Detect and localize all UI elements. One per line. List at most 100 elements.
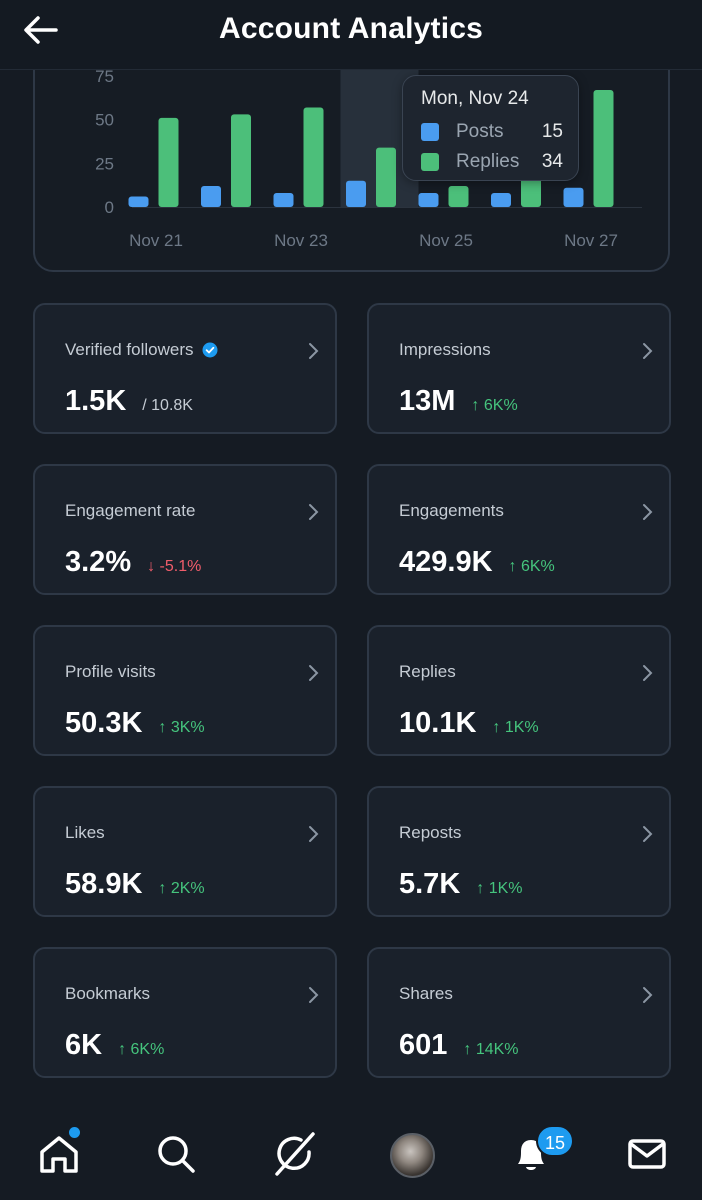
chevron-right-icon bbox=[643, 826, 653, 842]
bottom-nav: 15 bbox=[0, 1100, 702, 1200]
metric-value-row: 1.5K / 10.8K bbox=[65, 385, 193, 418]
x-tick-label: Nov 23 bbox=[274, 231, 328, 250]
notification-count-badge: 15 bbox=[536, 1125, 574, 1157]
tooltip-row-replies: Replies 34 bbox=[421, 150, 563, 174]
bar-replies-nov-27 bbox=[593, 89, 614, 207]
activity-chart[interactable]: 0 25 50 75 Nov 21 Nov 23 Nov 25 Nov 27 bbox=[33, 40, 670, 272]
metric-change: ↑ 3K% bbox=[158, 719, 205, 736]
metric-value-row: 429.9K ↑ 6K% bbox=[399, 546, 555, 579]
y-tick-label: 75 bbox=[95, 67, 114, 86]
avatar[interactable] bbox=[390, 1133, 435, 1178]
metric-label: Profile visits bbox=[65, 662, 156, 681]
tooltip-value: 15 bbox=[541, 121, 563, 142]
bar-replies-nov-22 bbox=[231, 114, 251, 207]
bar-replies-nov-23 bbox=[303, 107, 324, 207]
x-tick-label: Nov 25 bbox=[419, 231, 473, 250]
bar-posts-nov-25 bbox=[418, 193, 439, 207]
chevron-right-icon bbox=[309, 343, 319, 359]
search-icon bbox=[158, 1136, 195, 1173]
metric-value: 5.7K bbox=[399, 868, 461, 900]
bar-replies-nov-24 bbox=[376, 147, 396, 207]
top-bar: Account Analytics bbox=[0, 0, 702, 70]
metric-card-reposts[interactable]: Reposts 5.7K ↑ 1K% bbox=[367, 786, 671, 917]
bar-posts-nov-27 bbox=[563, 187, 584, 207]
metric-card-bookmarks[interactable]: Bookmarks 6K ↑ 6K% bbox=[33, 947, 337, 1078]
home-notification-dot bbox=[69, 1127, 80, 1138]
metric-value-row: 5.7K ↑ 1K% bbox=[399, 868, 523, 901]
nav-grok[interactable] bbox=[269, 1128, 321, 1180]
y-tick-label: 25 bbox=[95, 154, 114, 173]
tooltip-label: Posts bbox=[456, 121, 504, 142]
bar-posts-nov-24 bbox=[346, 180, 366, 207]
metric-card-verified-followers[interactable]: Verified followers 1.5K / 10.8K bbox=[33, 303, 337, 434]
metric-label: Replies bbox=[399, 662, 456, 681]
metric-card-engagements[interactable]: Engagements 429.9K ↑ 6K% bbox=[367, 464, 671, 595]
metric-card-likes[interactable]: Likes 58.9K ↑ 2K% bbox=[33, 786, 337, 917]
metric-value: 50.3K bbox=[65, 707, 143, 739]
chevron-right-icon bbox=[643, 504, 653, 520]
nav-search[interactable] bbox=[150, 1128, 202, 1180]
chevron-right-icon bbox=[643, 987, 653, 1003]
metric-value-row: 10.1K ↑ 1K% bbox=[399, 707, 539, 740]
tooltip-value: 34 bbox=[541, 151, 563, 172]
metric-change: ↑ 1K% bbox=[492, 719, 539, 736]
metric-change: ↑ 14K% bbox=[463, 1041, 519, 1058]
metric-value-row: 3.2% ↓ -5.1% bbox=[65, 546, 201, 579]
tooltip-row-posts: Posts 15 bbox=[421, 120, 563, 144]
metric-card-shares[interactable]: Shares 601 ↑ 14K% bbox=[367, 947, 671, 1078]
metric-card-profile-visits[interactable]: Profile visits 50.3K ↑ 3K% bbox=[33, 625, 337, 756]
metric-change: ↑ 6K% bbox=[471, 397, 518, 414]
metric-value: 58.9K bbox=[65, 868, 143, 900]
chevron-right-icon bbox=[309, 826, 319, 842]
metric-value-row: 58.9K ↑ 2K% bbox=[65, 868, 205, 901]
metric-change: ↑ 1K% bbox=[476, 880, 523, 897]
metric-label: Impressions bbox=[399, 340, 491, 359]
bar-replies-nov-21 bbox=[158, 117, 179, 207]
metric-value: 3.2% bbox=[65, 546, 132, 578]
metric-value: 10.1K bbox=[399, 707, 477, 739]
chevron-right-icon bbox=[309, 504, 319, 520]
metric-card-replies[interactable]: Replies 10.1K ↑ 1K% bbox=[367, 625, 671, 756]
tooltip-label: Replies bbox=[456, 151, 520, 172]
bar-posts-nov-22 bbox=[201, 186, 221, 207]
metric-value: 601 bbox=[399, 1029, 448, 1061]
x-tick-label: Nov 27 bbox=[564, 231, 618, 250]
home-icon bbox=[40, 1136, 78, 1173]
y-tick-label: 0 bbox=[105, 198, 114, 217]
metric-label: Engagements bbox=[399, 501, 504, 520]
posts-swatch bbox=[421, 123, 439, 141]
metric-value-row: 13M ↑ 6K% bbox=[399, 385, 518, 418]
chevron-right-icon bbox=[309, 665, 319, 681]
metric-value: 6K bbox=[65, 1029, 103, 1061]
metric-value: 13M bbox=[399, 385, 456, 417]
back-arrow-icon bbox=[24, 16, 58, 44]
metric-total: / 10.8K bbox=[142, 397, 193, 414]
nav-messages[interactable] bbox=[621, 1128, 673, 1180]
bar-posts-nov-26 bbox=[491, 193, 511, 207]
tooltip-date: Mon, Nov 24 bbox=[421, 88, 529, 109]
nav-home[interactable] bbox=[33, 1128, 85, 1180]
x-tick-label: Nov 21 bbox=[129, 231, 183, 250]
metric-change: ↓ -5.1% bbox=[147, 558, 202, 575]
metric-change: ↑ 6K% bbox=[508, 558, 555, 575]
back-button[interactable] bbox=[18, 12, 62, 48]
page-title: Account Analytics bbox=[218, 12, 483, 45]
mail-icon bbox=[628, 1139, 666, 1169]
metric-card-impressions[interactable]: Impressions 13M ↑ 6K% bbox=[367, 303, 671, 434]
metric-value: 1.5K bbox=[65, 385, 127, 417]
metric-value: 429.9K bbox=[399, 546, 493, 578]
bar-posts-nov-21 bbox=[128, 196, 149, 207]
chevron-right-icon bbox=[643, 665, 653, 681]
metric-label-wrap: Verified followers bbox=[65, 340, 218, 360]
chart-tooltip: Mon, Nov 24 Posts 15 Replies 34 bbox=[402, 75, 579, 181]
metric-value-row: 50.3K ↑ 3K% bbox=[65, 707, 205, 740]
chevron-right-icon bbox=[643, 343, 653, 359]
y-tick-label: 50 bbox=[95, 111, 114, 130]
grok-icon bbox=[275, 1132, 315, 1176]
metric-label: Reposts bbox=[399, 823, 462, 842]
bar-replies-nov-25 bbox=[448, 186, 469, 207]
metric-change: ↑ 6K% bbox=[118, 1041, 165, 1058]
verified-badge-icon bbox=[202, 342, 218, 358]
metric-label: Likes bbox=[65, 823, 105, 842]
metric-card-engagement-rate[interactable]: Engagement rate 3.2% ↓ -5.1% bbox=[33, 464, 337, 595]
